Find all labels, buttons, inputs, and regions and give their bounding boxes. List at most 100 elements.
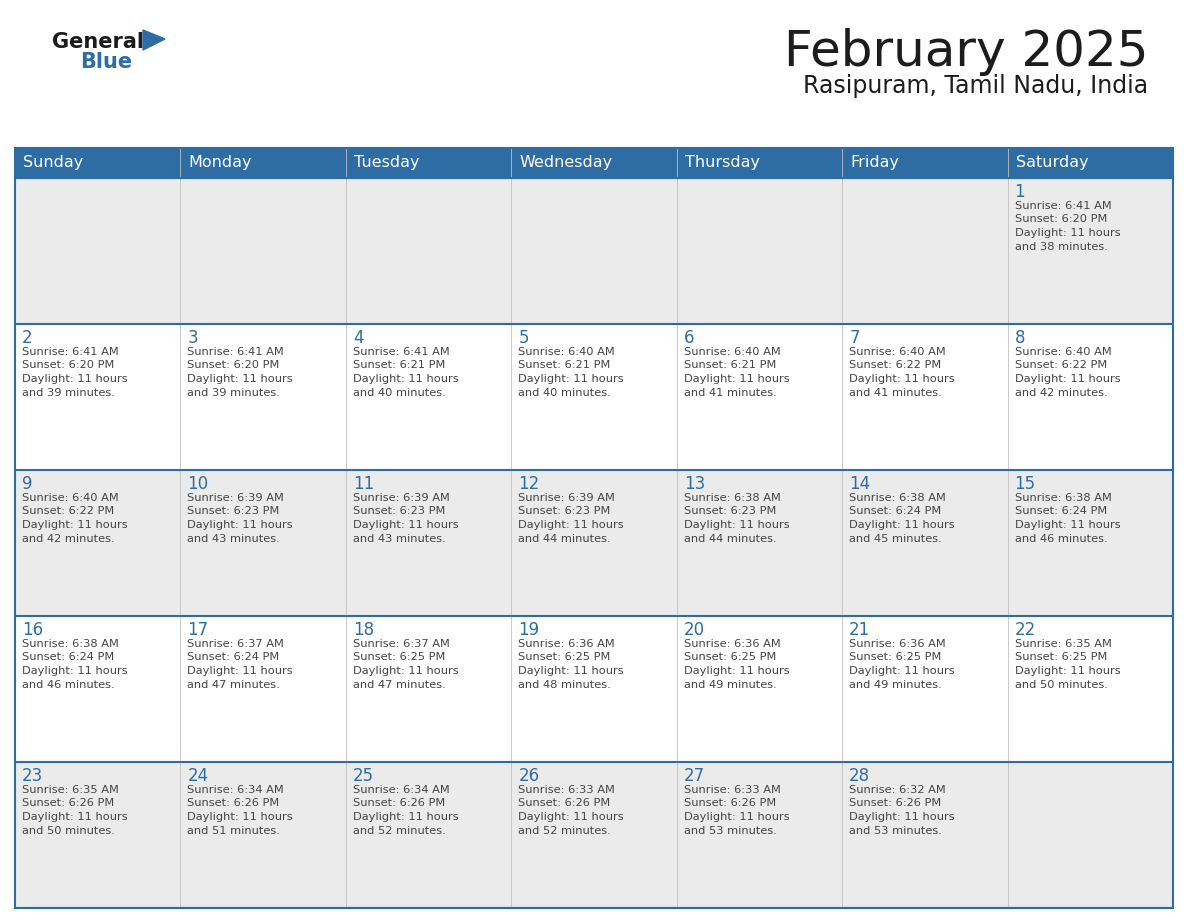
- Text: Sunset: 6:25 PM: Sunset: 6:25 PM: [1015, 653, 1107, 663]
- Text: and 40 minutes.: and 40 minutes.: [353, 387, 446, 397]
- Text: Sunset: 6:26 PM: Sunset: 6:26 PM: [684, 799, 776, 809]
- Text: 12: 12: [518, 475, 539, 493]
- Text: 13: 13: [684, 475, 704, 493]
- Text: and 43 minutes.: and 43 minutes.: [353, 533, 446, 543]
- Text: 9: 9: [23, 475, 32, 493]
- Text: Blue: Blue: [80, 52, 132, 72]
- Text: Sunset: 6:23 PM: Sunset: 6:23 PM: [684, 507, 776, 517]
- Text: Daylight: 11 hours: Daylight: 11 hours: [23, 520, 127, 530]
- Text: and 50 minutes.: and 50 minutes.: [23, 825, 115, 835]
- Text: and 44 minutes.: and 44 minutes.: [684, 533, 776, 543]
- Text: Sunrise: 6:40 AM: Sunrise: 6:40 AM: [1015, 347, 1111, 357]
- Text: Sunset: 6:22 PM: Sunset: 6:22 PM: [849, 361, 941, 371]
- Text: Daylight: 11 hours: Daylight: 11 hours: [849, 520, 955, 530]
- Text: Daylight: 11 hours: Daylight: 11 hours: [518, 812, 624, 822]
- Text: 21: 21: [849, 621, 871, 639]
- Text: 23: 23: [23, 767, 43, 785]
- Text: Daylight: 11 hours: Daylight: 11 hours: [1015, 520, 1120, 530]
- Text: 27: 27: [684, 767, 704, 785]
- Bar: [15, 324, 1173, 470]
- Text: Daylight: 11 hours: Daylight: 11 hours: [1015, 228, 1120, 238]
- Text: Sunrise: 6:39 AM: Sunrise: 6:39 AM: [353, 493, 450, 503]
- Bar: [15, 470, 1173, 616]
- Text: 28: 28: [849, 767, 871, 785]
- Text: and 47 minutes.: and 47 minutes.: [188, 679, 280, 689]
- Text: Sunset: 6:20 PM: Sunset: 6:20 PM: [188, 361, 280, 371]
- Text: Sunset: 6:21 PM: Sunset: 6:21 PM: [684, 361, 776, 371]
- Text: General: General: [52, 32, 144, 52]
- Text: and 53 minutes.: and 53 minutes.: [684, 825, 777, 835]
- Bar: [15, 762, 1173, 908]
- Text: Sunrise: 6:38 AM: Sunrise: 6:38 AM: [849, 493, 946, 503]
- Text: Sunrise: 6:38 AM: Sunrise: 6:38 AM: [23, 639, 119, 649]
- Text: Sunset: 6:21 PM: Sunset: 6:21 PM: [353, 361, 446, 371]
- Text: and 45 minutes.: and 45 minutes.: [849, 533, 942, 543]
- Text: 11: 11: [353, 475, 374, 493]
- Text: Sunrise: 6:40 AM: Sunrise: 6:40 AM: [518, 347, 615, 357]
- Text: Sunrise: 6:39 AM: Sunrise: 6:39 AM: [518, 493, 615, 503]
- Text: Daylight: 11 hours: Daylight: 11 hours: [23, 666, 127, 676]
- Text: and 39 minutes.: and 39 minutes.: [23, 387, 115, 397]
- Text: Sunrise: 6:41 AM: Sunrise: 6:41 AM: [23, 347, 119, 357]
- Text: Sunrise: 6:36 AM: Sunrise: 6:36 AM: [518, 639, 615, 649]
- Text: Sunrise: 6:39 AM: Sunrise: 6:39 AM: [188, 493, 284, 503]
- Text: Daylight: 11 hours: Daylight: 11 hours: [849, 374, 955, 384]
- Text: and 50 minutes.: and 50 minutes.: [1015, 679, 1107, 689]
- Text: and 47 minutes.: and 47 minutes.: [353, 679, 446, 689]
- Text: Sunrise: 6:41 AM: Sunrise: 6:41 AM: [188, 347, 284, 357]
- Text: Sunrise: 6:38 AM: Sunrise: 6:38 AM: [684, 493, 781, 503]
- Text: Monday: Monday: [189, 155, 252, 171]
- Text: and 42 minutes.: and 42 minutes.: [1015, 387, 1107, 397]
- Text: 1: 1: [1015, 183, 1025, 201]
- Text: 15: 15: [1015, 475, 1036, 493]
- Text: February 2025: February 2025: [784, 28, 1148, 76]
- Text: 19: 19: [518, 621, 539, 639]
- Text: and 53 minutes.: and 53 minutes.: [849, 825, 942, 835]
- Text: and 49 minutes.: and 49 minutes.: [849, 679, 942, 689]
- Text: Sunset: 6:25 PM: Sunset: 6:25 PM: [518, 653, 611, 663]
- Text: Sunrise: 6:34 AM: Sunrise: 6:34 AM: [353, 785, 449, 795]
- Text: Sunset: 6:24 PM: Sunset: 6:24 PM: [188, 653, 279, 663]
- Text: and 46 minutes.: and 46 minutes.: [1015, 533, 1107, 543]
- Text: Daylight: 11 hours: Daylight: 11 hours: [353, 374, 459, 384]
- Text: Sunset: 6:26 PM: Sunset: 6:26 PM: [23, 799, 114, 809]
- Text: Sunrise: 6:36 AM: Sunrise: 6:36 AM: [849, 639, 946, 649]
- Text: Sunset: 6:24 PM: Sunset: 6:24 PM: [849, 507, 941, 517]
- Text: Sunset: 6:24 PM: Sunset: 6:24 PM: [1015, 507, 1107, 517]
- Text: Daylight: 11 hours: Daylight: 11 hours: [1015, 666, 1120, 676]
- Text: Daylight: 11 hours: Daylight: 11 hours: [353, 520, 459, 530]
- Text: Sunset: 6:25 PM: Sunset: 6:25 PM: [353, 653, 446, 663]
- Text: 7: 7: [849, 329, 860, 347]
- Text: Sunset: 6:22 PM: Sunset: 6:22 PM: [23, 507, 114, 517]
- Text: Daylight: 11 hours: Daylight: 11 hours: [188, 520, 293, 530]
- Text: Sunset: 6:25 PM: Sunset: 6:25 PM: [684, 653, 776, 663]
- Text: Sunrise: 6:40 AM: Sunrise: 6:40 AM: [23, 493, 119, 503]
- Text: Sunset: 6:23 PM: Sunset: 6:23 PM: [353, 507, 446, 517]
- Text: Sunrise: 6:38 AM: Sunrise: 6:38 AM: [1015, 493, 1112, 503]
- Text: Sunrise: 6:37 AM: Sunrise: 6:37 AM: [188, 639, 284, 649]
- Text: Sunrise: 6:33 AM: Sunrise: 6:33 AM: [518, 785, 615, 795]
- Text: Sunset: 6:20 PM: Sunset: 6:20 PM: [1015, 215, 1107, 225]
- Text: Daylight: 11 hours: Daylight: 11 hours: [23, 374, 127, 384]
- Text: and 42 minutes.: and 42 minutes.: [23, 533, 114, 543]
- Text: Thursday: Thursday: [684, 155, 759, 171]
- Text: Daylight: 11 hours: Daylight: 11 hours: [684, 520, 789, 530]
- Text: Sunset: 6:23 PM: Sunset: 6:23 PM: [518, 507, 611, 517]
- Text: 5: 5: [518, 329, 529, 347]
- Text: Daylight: 11 hours: Daylight: 11 hours: [518, 666, 624, 676]
- Text: and 46 minutes.: and 46 minutes.: [23, 679, 114, 689]
- Text: Daylight: 11 hours: Daylight: 11 hours: [684, 812, 789, 822]
- Text: Daylight: 11 hours: Daylight: 11 hours: [188, 374, 293, 384]
- Text: 16: 16: [23, 621, 43, 639]
- Text: Daylight: 11 hours: Daylight: 11 hours: [518, 520, 624, 530]
- Text: Sunrise: 6:34 AM: Sunrise: 6:34 AM: [188, 785, 284, 795]
- Text: Daylight: 11 hours: Daylight: 11 hours: [684, 666, 789, 676]
- Text: 17: 17: [188, 621, 209, 639]
- Text: Sunday: Sunday: [23, 155, 83, 171]
- Text: Sunset: 6:26 PM: Sunset: 6:26 PM: [849, 799, 941, 809]
- Text: Daylight: 11 hours: Daylight: 11 hours: [518, 374, 624, 384]
- Text: Sunset: 6:21 PM: Sunset: 6:21 PM: [518, 361, 611, 371]
- Text: Daylight: 11 hours: Daylight: 11 hours: [849, 666, 955, 676]
- Text: and 52 minutes.: and 52 minutes.: [353, 825, 446, 835]
- Text: and 48 minutes.: and 48 minutes.: [518, 679, 611, 689]
